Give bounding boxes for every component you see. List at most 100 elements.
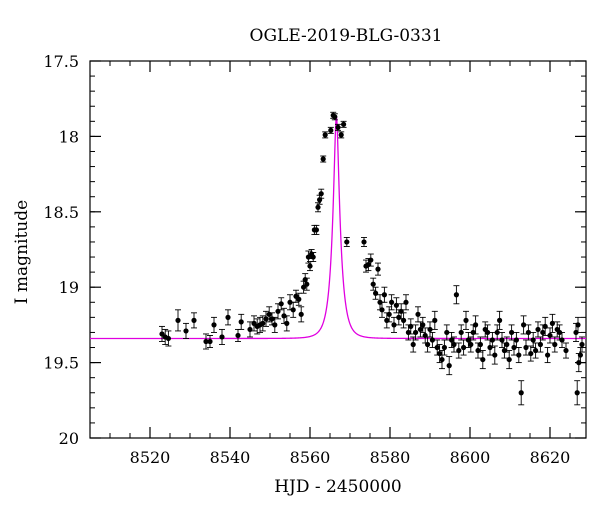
- data-point: [542, 323, 548, 330]
- data-point: [338, 132, 344, 138]
- data-point: [379, 307, 385, 313]
- data-point: [318, 191, 324, 197]
- data-point: [480, 356, 486, 363]
- data-point: [451, 341, 457, 348]
- data-point: [575, 322, 581, 328]
- data-point: [310, 254, 316, 260]
- data-point: [320, 156, 326, 162]
- data-point: [225, 314, 231, 320]
- data-point: [540, 329, 546, 336]
- data-point: [413, 329, 419, 336]
- x-tick-label: 8620: [530, 448, 571, 467]
- data-point: [391, 322, 397, 328]
- data-point: [441, 344, 447, 351]
- data-point: [335, 124, 341, 130]
- data-point: [434, 344, 440, 351]
- data-point: [497, 317, 503, 323]
- data-point: [401, 317, 407, 323]
- data-point: [260, 320, 266, 326]
- model-curve: [90, 116, 586, 340]
- data-point: [341, 121, 347, 127]
- data-point: [203, 338, 209, 345]
- data-points: [159, 111, 585, 406]
- major-ticks: [90, 60, 586, 439]
- data-point: [545, 352, 551, 358]
- data-point: [278, 301, 284, 307]
- data-point: [235, 332, 241, 339]
- y-tick-label: 18: [59, 127, 79, 146]
- data-point: [207, 338, 213, 345]
- plot-frame: [89, 60, 587, 439]
- data-point: [494, 329, 500, 336]
- data-point: [530, 337, 536, 343]
- data-point: [165, 335, 171, 342]
- data-point: [427, 326, 433, 333]
- data-point: [304, 281, 310, 287]
- data-point: [429, 337, 435, 343]
- data-point: [375, 266, 381, 272]
- data-point: [386, 311, 392, 317]
- data-point: [389, 299, 395, 305]
- y-tick-label: 17.5: [43, 52, 79, 71]
- data-point: [290, 307, 296, 313]
- data-point: [465, 337, 471, 343]
- x-axis-label: HJD - 2450000: [274, 477, 402, 497]
- data-point: [579, 341, 585, 348]
- x-tick-label: 8600: [450, 448, 491, 467]
- data-point: [552, 341, 558, 348]
- data-point: [456, 347, 462, 354]
- data-point: [432, 317, 438, 323]
- x-tick-labels: 8520 8540 8560 8580 8600 8620: [130, 448, 571, 467]
- data-point: [417, 326, 423, 333]
- data-point: [287, 299, 293, 305]
- data-point: [238, 319, 244, 325]
- data-point: [368, 257, 374, 263]
- chart-title: OGLE-2019-BLG-0331: [250, 26, 443, 46]
- data-point: [415, 311, 421, 317]
- y-tick-label: 19.5: [43, 354, 79, 373]
- x-tick-label: 8580: [370, 448, 411, 467]
- data-point: [518, 390, 524, 396]
- data-point: [506, 356, 512, 363]
- data-point: [307, 263, 313, 269]
- data-point: [439, 356, 445, 363]
- data-point: [504, 341, 510, 348]
- y-tick-label: 18.5: [43, 203, 79, 222]
- data-point: [219, 334, 225, 340]
- data-point: [393, 302, 399, 308]
- data-point: [284, 320, 290, 326]
- x-tick-label: 8540: [210, 448, 251, 467]
- data-point: [381, 292, 387, 298]
- data-point: [559, 337, 565, 343]
- data-point: [183, 328, 189, 334]
- data-point: [574, 390, 580, 396]
- data-point: [547, 332, 553, 339]
- data-point: [332, 114, 338, 120]
- y-tick-label: 19: [59, 278, 79, 297]
- data-point: [516, 352, 522, 358]
- data-point: [563, 347, 569, 354]
- data-point: [509, 329, 515, 336]
- data-point: [444, 329, 450, 336]
- data-point: [437, 350, 443, 357]
- data-point: [477, 341, 483, 348]
- data-point: [313, 227, 319, 233]
- data-point: [513, 337, 520, 343]
- data-point: [525, 329, 532, 336]
- data-point: [528, 350, 534, 357]
- data-point: [322, 132, 328, 138]
- data-point: [458, 329, 464, 336]
- data-point: [420, 322, 426, 328]
- data-point: [499, 337, 505, 343]
- minor-ticks: [89, 60, 586, 439]
- data-point: [473, 322, 479, 328]
- data-point: [191, 317, 197, 323]
- data-point: [461, 344, 467, 351]
- data-point: [485, 329, 491, 336]
- data-point: [175, 317, 181, 323]
- data-point: [535, 326, 541, 333]
- data-point: [361, 239, 367, 245]
- data-point: [315, 204, 321, 210]
- data-point: [344, 239, 350, 245]
